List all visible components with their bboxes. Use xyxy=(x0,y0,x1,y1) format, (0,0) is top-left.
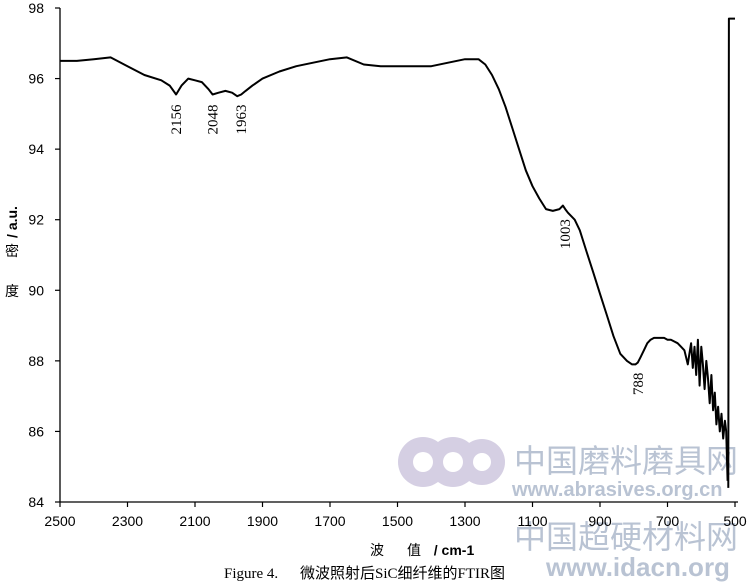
y-tick-label: 90 xyxy=(28,282,44,298)
watermark-cn-line3: 中国超硬材料网 xyxy=(514,519,738,555)
peak-label-788: 788 xyxy=(631,373,647,396)
y-tick-label: 94 xyxy=(28,141,44,157)
x-axis-label-unit: / cm-1 xyxy=(434,542,475,558)
spectrum-line-segment-1 xyxy=(60,56,729,481)
figure-caption-text: 微波照射后SiC细纤维的FTIR图 xyxy=(300,565,505,582)
y-tick-label: 86 xyxy=(28,423,44,439)
x-tick-label: 1300 xyxy=(449,513,480,529)
peak-annotation-group: 2156 2048 1963 1003 788 xyxy=(169,104,647,395)
watermark-url-line2: www.abrasives.org.cn xyxy=(511,479,722,501)
peak-label-2048: 2048 xyxy=(206,105,222,135)
y-tick-label: 98 xyxy=(28,0,44,16)
x-axis-label-char1: 波 xyxy=(370,542,384,558)
x-tick-label: 1500 xyxy=(382,513,413,529)
y-tick-label: 92 xyxy=(28,212,44,228)
x-tick-label: 500 xyxy=(723,513,747,529)
peak-label-1003: 1003 xyxy=(558,219,574,249)
watermark-logo xyxy=(398,437,505,487)
x-tick-label: 900 xyxy=(588,513,612,529)
spectrum-series-group xyxy=(60,17,735,488)
x-tick-label: 1900 xyxy=(247,513,278,529)
y-axis-label-char1: 密 xyxy=(5,243,19,259)
x-tick-label: 2100 xyxy=(179,513,210,529)
y-tick-label: 84 xyxy=(28,494,44,510)
x-axis-label-char2: 值 xyxy=(407,542,421,558)
x-tick-label: 2300 xyxy=(112,513,143,529)
y-tick-group: 84 86 88 90 92 94 96 98 xyxy=(28,0,60,510)
watermark-url-line4: www.idacn.org xyxy=(545,552,730,582)
peak-label-2156: 2156 xyxy=(169,104,185,135)
x-tick-label: 1700 xyxy=(314,513,345,529)
x-tick-label: 1100 xyxy=(517,513,547,529)
x-tick-group: 2500 2300 2100 1900 1700 1500 1300 1100 900 700 50… xyxy=(44,502,747,529)
watermark-group: 中国磨料磨具网 www.abrasives.org.cn 中国超硬材料网 www… xyxy=(398,437,738,582)
peak-label-1963: 1963 xyxy=(234,105,250,135)
watermark-cn-line1: 中国磨料磨具网 xyxy=(514,443,738,479)
x-tick-label: 700 xyxy=(656,513,680,529)
y-axis-label-unit: / a.u. xyxy=(4,206,20,238)
figure-caption-prefix: Figure 4. xyxy=(224,566,278,582)
y-tick-label: 96 xyxy=(28,71,44,87)
spectrum-line-segment-2 xyxy=(727,17,735,488)
y-tick-label: 88 xyxy=(28,353,44,369)
y-axis-label-char2: 度 xyxy=(5,283,19,299)
x-tick-label: 2500 xyxy=(44,513,75,529)
